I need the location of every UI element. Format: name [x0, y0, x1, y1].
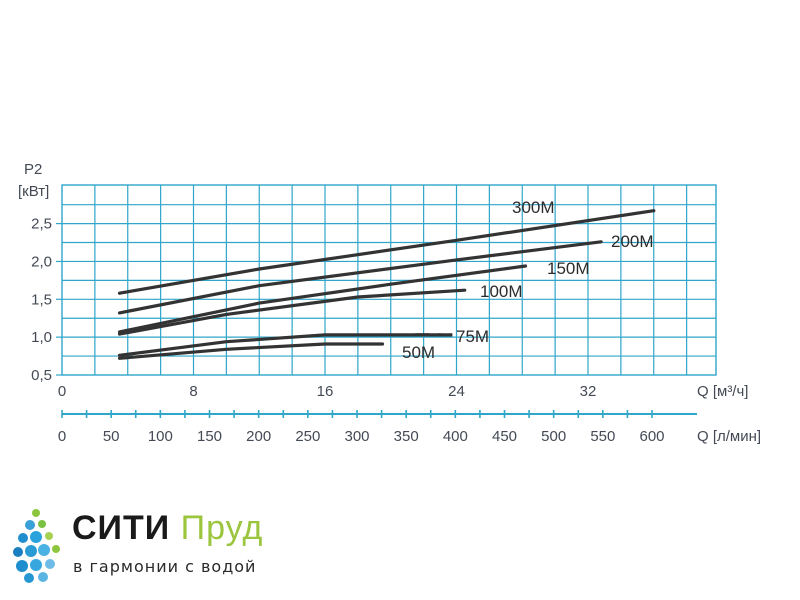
- x-tick-label-m3h: 32: [580, 383, 597, 400]
- x-tick-label-lmin: 400: [443, 428, 468, 445]
- brand-name-main: СИТИ: [72, 509, 171, 547]
- series-label-100M: 100M: [480, 282, 523, 301]
- x-tick-label-lmin: 0: [58, 428, 66, 445]
- x-tick-label-m3h: 8: [189, 383, 197, 400]
- x-axis-label-lmin: Q [л/мин]: [697, 428, 761, 445]
- chart-labels: P2 [кВт] 2,5 2,0 1,5 1,0 0,5 0 8 16 24 32 Q [м³/ч] 0 5…: [18, 161, 761, 445]
- grid: [56, 184, 717, 418]
- series-line-100M: [117, 288, 467, 336]
- curves: [117, 209, 656, 360]
- brand-name-accent: Пруд: [180, 509, 264, 547]
- series-line-300M: [117, 209, 656, 295]
- brand-logo: СИТИ Пруд в гармонии с водой: [10, 505, 310, 590]
- x-tick-label-lmin: 500: [541, 428, 566, 445]
- x-tick-label-lmin: 450: [492, 428, 517, 445]
- series-label-50M: 50M: [402, 343, 435, 362]
- brand-tagline: в гармонии с водой: [73, 557, 257, 576]
- y-tick-label: 2,5: [31, 216, 52, 233]
- x-tick-label-lmin: 550: [590, 428, 615, 445]
- brand-name: СИТИ Пруд: [72, 509, 263, 548]
- x-tick-label-m3h: 0: [58, 383, 66, 400]
- x-tick-label-lmin: 250: [295, 428, 320, 445]
- x-axis-label-m3h: Q [м³/ч]: [697, 383, 748, 400]
- y-axis-title: P2: [24, 161, 42, 178]
- x-tick-label-lmin: 50: [103, 428, 120, 445]
- series-line-150M: [117, 264, 528, 334]
- y-tick-label: 2,0: [31, 253, 52, 270]
- x-tick-label-lmin: 100: [148, 428, 173, 445]
- x-tick-label-lmin: 600: [639, 428, 664, 445]
- x-tick-label-lmin: 200: [246, 428, 271, 445]
- x-tick-label-m3h: 16: [317, 383, 334, 400]
- series-label-150M: 150M: [547, 259, 590, 278]
- y-tick-label: 1,0: [31, 329, 52, 346]
- series-label-200M: 200M: [611, 232, 654, 251]
- y-axis-unit: [кВт]: [18, 183, 49, 200]
- y-tick-label: 1,5: [31, 291, 52, 308]
- x-tick-label-lmin: 300: [344, 428, 369, 445]
- x-tick-label-m3h: 24: [448, 383, 465, 400]
- series-label-75M: 75M: [456, 327, 489, 346]
- series-line-50M: [117, 342, 385, 360]
- water-drop-icon: [13, 509, 60, 583]
- series-line-200M: [117, 240, 603, 315]
- x-tick-label-lmin: 350: [394, 428, 419, 445]
- series-label-300M: 300M: [512, 198, 555, 217]
- x-tick-label-lmin: 150: [197, 428, 222, 445]
- y-tick-label: 0,5: [31, 367, 52, 384]
